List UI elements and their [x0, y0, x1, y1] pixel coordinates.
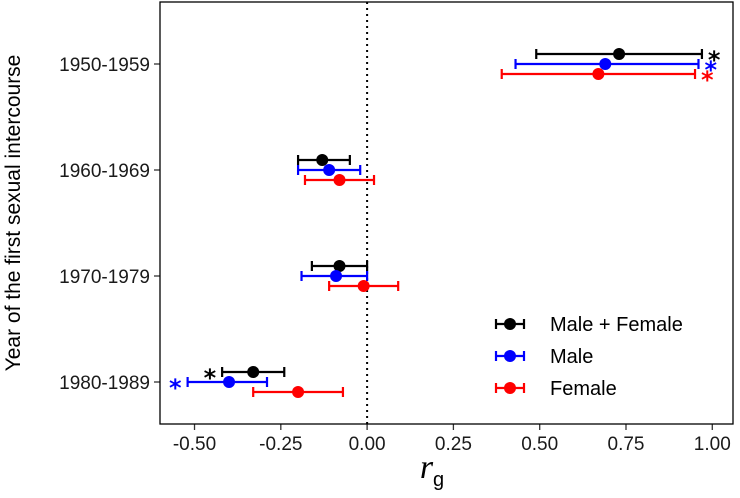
y-tick-label: 1970-1979 — [59, 267, 150, 288]
x-axis-label: rg — [420, 449, 444, 491]
estimate-point — [599, 58, 612, 70]
estimate-point — [316, 154, 329, 166]
legend-key-point — [504, 382, 516, 394]
plot-area: ***** — [159, 1, 734, 425]
significance-marker: * — [704, 56, 717, 84]
x-tick-label: -0.25 — [259, 434, 302, 455]
data-marks: ***** — [169, 46, 721, 402]
y-tick-label: 1950-1959 — [59, 55, 150, 76]
estimate-point — [613, 48, 626, 60]
x-axis-label-main: r — [420, 449, 434, 486]
panel-border — [159, 1, 734, 425]
y-axis-label-group: Year of the first sexual intercourse — [2, 55, 25, 372]
estimate-point — [592, 68, 605, 80]
x-tick-label: 0.00 — [349, 434, 386, 455]
estimate-point — [330, 270, 343, 282]
estimate-point — [292, 386, 305, 398]
y-axis-ticks: 1950-1959 1960-1969 1970-1979 1980-1989 — [59, 55, 160, 394]
significance-marker: * — [701, 66, 714, 94]
x-tick-label: 0.50 — [521, 434, 558, 455]
legend-entry-label: Male + Female — [550, 314, 683, 336]
significance-marker: * — [169, 374, 182, 402]
estimate-point — [357, 280, 370, 292]
x-axis-label-subscript: g — [433, 469, 444, 491]
estimate-point — [333, 174, 346, 186]
estimate-point — [323, 164, 336, 176]
estimate-point — [333, 260, 346, 272]
legend-key-point — [504, 350, 516, 362]
x-tick-label: 0.75 — [608, 434, 645, 455]
y-tick-label: 1960-1969 — [59, 161, 150, 182]
significance-marker: * — [708, 46, 721, 74]
legend: Male + Female Male Female — [494, 314, 683, 400]
significance-marker: * — [204, 364, 217, 392]
legend-entry-label: Male — [550, 346, 593, 368]
legend-entry-label: Female — [550, 378, 617, 400]
y-axis-label: Year of the first sexual intercourse — [2, 55, 25, 372]
y-tick-label: 1980-1989 — [59, 373, 150, 394]
estimate-point — [247, 366, 260, 378]
estimate-point — [223, 376, 236, 388]
legend-key-point — [504, 318, 516, 330]
x-axis-label-group: rg — [420, 449, 444, 491]
x-tick-label: 1.00 — [694, 434, 731, 455]
x-tick-label: 0.25 — [435, 434, 472, 455]
x-axis-ticks: -0.50 -0.25 0.00 0.25 0.50 0.75 1.00 — [173, 424, 731, 455]
x-tick-label: -0.50 — [173, 434, 216, 455]
